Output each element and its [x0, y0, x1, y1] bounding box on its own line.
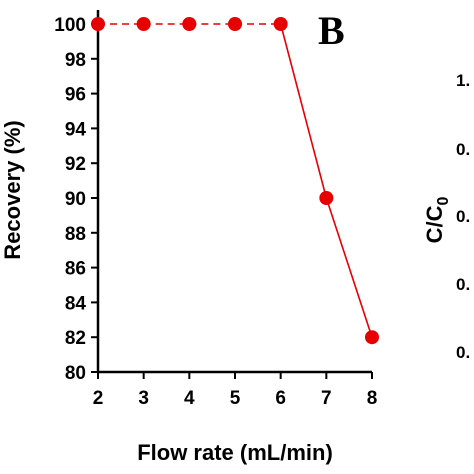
- y-tick-label: 82: [65, 328, 86, 349]
- data-point: [182, 17, 197, 31]
- neighbor-y-axis-title: C/C0: [422, 197, 452, 244]
- y-tick-label: 90: [65, 189, 86, 210]
- x-tick-label: 3: [138, 388, 149, 409]
- x-axis-title: Flow rate (mL/min): [137, 440, 333, 465]
- y-tick-label: 94: [65, 119, 87, 140]
- neighbor-tick-label: 0.: [456, 207, 470, 226]
- y-axis-title: Recovery (%): [0, 120, 25, 259]
- series-segment: [279, 23, 328, 199]
- y-tick-label: 80: [65, 363, 86, 384]
- axes: 80 82 84 86 88 90 92 94 96 98 100 2 3 4 5 6 7 8: [54, 10, 377, 409]
- x-tick-label: 2: [93, 388, 104, 409]
- neighbor-tick-label: 0.: [456, 140, 470, 159]
- neighbor-ylabel-main: C/C: [422, 205, 447, 243]
- neighbor-panel: C/C0 1. 0. 0. 0. 0.: [422, 71, 470, 362]
- x-tick-label: 4: [184, 388, 195, 409]
- series-segment: [325, 197, 373, 338]
- y-tick-label: 98: [65, 50, 86, 71]
- neighbor-tick-label: 0.: [456, 275, 470, 294]
- x-tick-label: 6: [275, 388, 286, 409]
- data-point: [136, 17, 151, 31]
- panel-label: B: [318, 8, 345, 53]
- x-tick-label: 7: [321, 388, 332, 409]
- data-point: [228, 17, 242, 31]
- data-series: [91, 17, 379, 345]
- y-tick-label: 84: [65, 293, 87, 314]
- data-point: [365, 330, 379, 345]
- x-tick-label: 5: [230, 388, 241, 409]
- neighbor-ylabel-sub: 0: [435, 197, 452, 206]
- y-tick-label: 96: [65, 85, 86, 106]
- neighbor-tick-label: 1.: [456, 71, 470, 90]
- data-point: [91, 17, 105, 31]
- y-tick-label: 100: [54, 15, 86, 36]
- y-tick-label: 88: [65, 224, 86, 245]
- y-tick-label: 86: [65, 259, 86, 280]
- data-point: [319, 191, 334, 205]
- neighbor-tick-labels: 1. 0. 0. 0. 0.: [456, 71, 470, 362]
- data-point: [273, 17, 288, 31]
- y-tick-label: 92: [65, 154, 86, 175]
- x-tick-label: 8: [367, 388, 378, 409]
- neighbor-tick-label: 0.: [456, 343, 470, 362]
